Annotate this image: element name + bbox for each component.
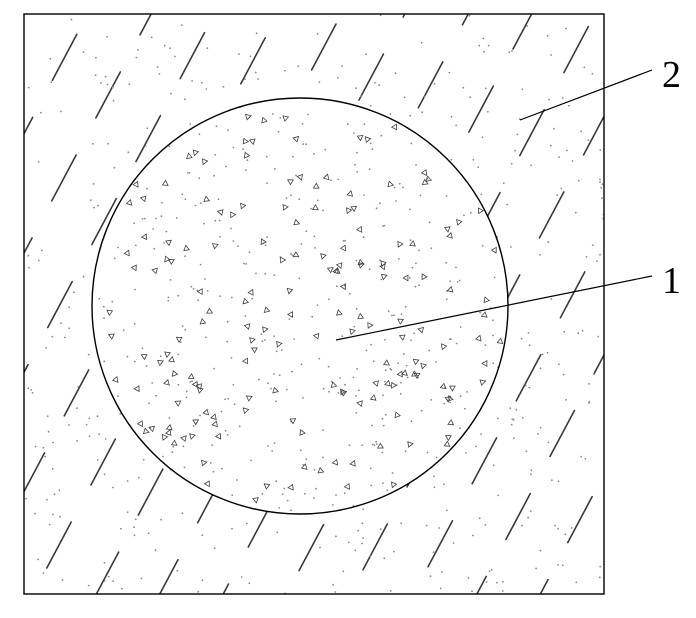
- figure-svg: [0, 0, 696, 618]
- label-inner-region: 1: [662, 262, 681, 300]
- diagram-stage: 2 1: [0, 0, 696, 618]
- label-outer-region: 2: [662, 56, 681, 94]
